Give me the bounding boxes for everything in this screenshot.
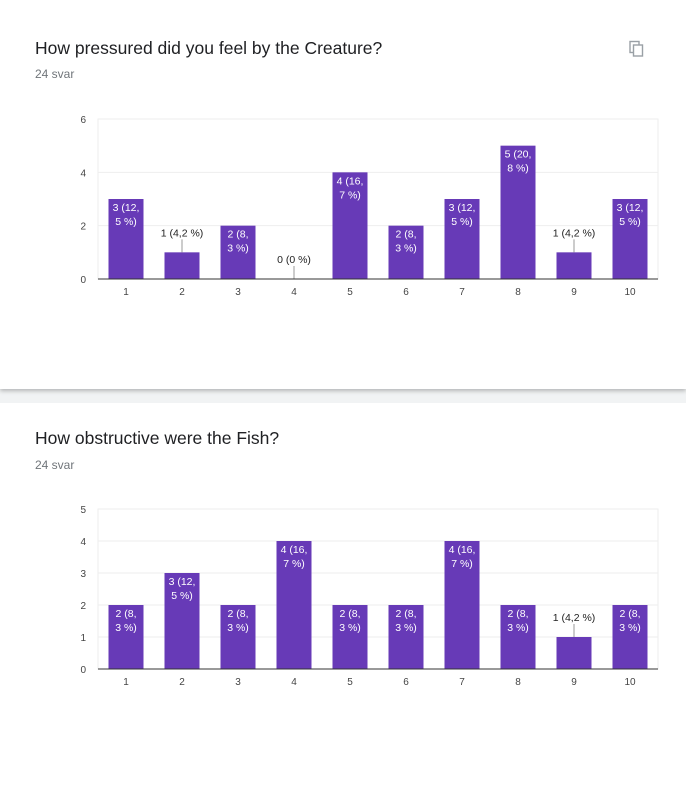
x-tick-label: 8 <box>515 677 521 688</box>
data-label: 3 (12, <box>449 202 476 214</box>
y-tick-label: 2 <box>80 222 86 233</box>
x-tick-label: 3 <box>235 677 241 688</box>
x-tick-label: 4 <box>291 287 297 298</box>
copy-icon <box>629 40 644 57</box>
bar <box>220 605 256 669</box>
copy-chart-button[interactable] <box>628 40 646 58</box>
bar <box>388 225 424 279</box>
y-tick-label: 2 <box>80 601 86 612</box>
y-tick-label: 5 <box>80 505 86 516</box>
data-label: 1 (4,2 %) <box>161 227 204 239</box>
data-label: 3 %) <box>115 622 137 634</box>
data-label: 3 %) <box>339 622 361 634</box>
data-label: 2 (8, <box>227 229 248 241</box>
bar <box>556 637 592 669</box>
y-tick-label: 0 <box>80 275 86 286</box>
x-tick-label: 1 <box>123 287 129 298</box>
x-tick-label: 9 <box>571 677 577 688</box>
data-label: 2 (8, <box>507 608 528 620</box>
data-label: 5 (20, <box>505 149 532 161</box>
data-label: 5 %) <box>619 216 641 228</box>
x-tick-label: 7 <box>459 287 465 298</box>
data-label: 8 %) <box>507 163 529 175</box>
x-tick-label: 6 <box>403 287 409 298</box>
question-card-1: How pressured did you feel by the Creatu… <box>0 0 686 389</box>
data-label: 2 (8, <box>395 229 416 241</box>
x-tick-label: 6 <box>403 677 409 688</box>
data-label: 3 (12, <box>617 202 644 214</box>
data-label: 7 %) <box>283 558 305 570</box>
data-label: 2 (8, <box>619 608 640 620</box>
data-label: 5 %) <box>451 216 473 228</box>
x-tick-label: 5 <box>347 677 353 688</box>
y-tick-label: 6 <box>80 115 86 126</box>
data-label: 3 %) <box>619 622 641 634</box>
data-label: 2 (8, <box>115 608 136 620</box>
bar <box>332 172 368 279</box>
bar <box>500 145 536 279</box>
data-label: 7 %) <box>339 189 361 201</box>
bar <box>164 573 200 669</box>
x-tick-label: 10 <box>624 677 636 688</box>
x-tick-label: 8 <box>515 287 521 298</box>
data-label: 1 (4,2 %) <box>553 227 596 239</box>
bar-chart-fish: 0 1 2 3 4 5 1 2 (8, 3 %) 2 3 (12, 5 %) 3 2 (8, 3 %) 4 4 … <box>80 505 659 688</box>
x-tick-label: 4 <box>291 677 297 688</box>
data-label: 3 (12, <box>113 202 140 214</box>
bar <box>556 252 592 279</box>
bar <box>612 199 648 279</box>
bar <box>276 541 312 669</box>
bar <box>332 605 368 669</box>
data-label: 3 %) <box>395 622 417 634</box>
bar <box>444 541 480 669</box>
data-label: 4 (16, <box>337 175 364 187</box>
y-tick-label: 0 <box>80 665 86 676</box>
x-tick-label: 5 <box>347 287 353 298</box>
bar <box>220 225 256 279</box>
data-label: 3 %) <box>507 622 529 634</box>
bar-chart-pressure: 0 2 4 6 1 3 (12, 5 %) 2 1 (4,2 %) 3 2 (8, 3 %) 4 0 (0… <box>80 115 659 298</box>
data-label: 7 %) <box>451 558 473 570</box>
y-tick-label: 1 <box>80 633 86 644</box>
x-tick-label: 9 <box>571 287 577 298</box>
data-label: 2 (8, <box>395 608 416 620</box>
bar <box>108 199 144 279</box>
bar <box>612 605 648 669</box>
data-label: 0 (0 %) <box>277 254 311 266</box>
x-tick-label: 1 <box>123 677 129 688</box>
data-label: 5 %) <box>115 216 137 228</box>
data-label: 3 %) <box>227 243 249 255</box>
question-title: How pressured did you feel by the Creatu… <box>35 38 383 58</box>
data-label: 2 (8, <box>339 608 360 620</box>
bar <box>500 605 536 669</box>
y-tick-label: 4 <box>80 168 86 179</box>
response-count: 24 svar <box>35 458 75 472</box>
data-label: 4 (16, <box>449 544 476 556</box>
data-label: 3 (12, <box>169 576 196 588</box>
question-title: How obstructive were the Fish? <box>35 428 280 448</box>
data-label: 2 (8, <box>227 608 248 620</box>
x-tick-label: 2 <box>179 287 185 298</box>
data-label: 3 %) <box>395 243 417 255</box>
question-card-2: How obstructive were the Fish? 24 svar 0… <box>0 403 686 788</box>
data-label: 4 (16, <box>281 544 308 556</box>
card-separator <box>0 389 686 403</box>
bar <box>108 605 144 669</box>
y-tick-label: 3 <box>80 569 86 580</box>
bar <box>388 605 424 669</box>
bar <box>444 199 480 279</box>
data-label: 3 %) <box>227 622 249 634</box>
x-tick-label: 3 <box>235 287 241 298</box>
x-tick-label: 2 <box>179 677 185 688</box>
x-tick-label: 7 <box>459 677 465 688</box>
response-count: 24 svar <box>35 67 75 81</box>
data-label: 5 %) <box>171 590 193 602</box>
x-tick-label: 10 <box>624 287 636 298</box>
bar <box>164 252 200 279</box>
data-label: 1 (4,2 %) <box>553 612 596 624</box>
y-tick-label: 4 <box>80 537 86 548</box>
